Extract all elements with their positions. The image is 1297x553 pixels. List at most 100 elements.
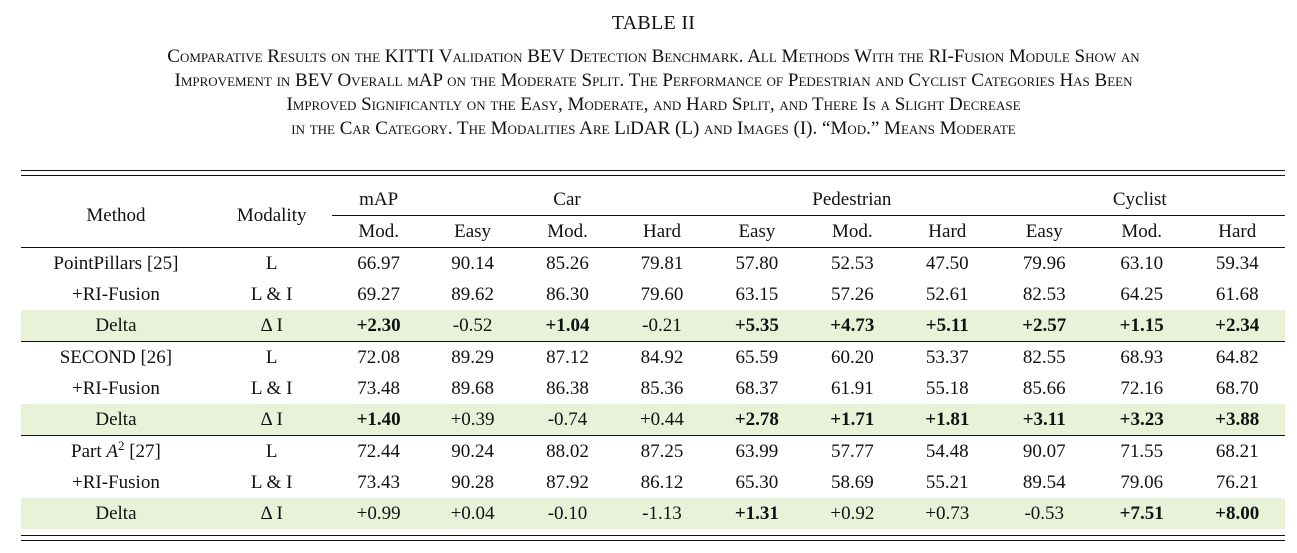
cell-value: 72.08 (357, 346, 401, 368)
cell-value: 79.81 (640, 252, 684, 274)
table-caption: Comparative Results on the KITTI Validat… (0, 45, 1297, 141)
bottom-rule-2 (21, 540, 1285, 541)
cell-value: +5.11 (900, 310, 995, 342)
cell-value: 57.80 (735, 252, 779, 274)
header-subcol: Easy (424, 215, 521, 248)
cell-value: 89.29 (451, 346, 494, 368)
header-subcol: Mod. (804, 215, 901, 248)
table-row-delta: Delta Δ I +2.30 -0.52 +1.04 -0.21 +5.35 +4.73 +5… (21, 310, 1285, 342)
cell-value: 55.21 (925, 471, 969, 493)
cell-value: 73.48 (357, 377, 401, 399)
cell-value: -0.74 (520, 404, 615, 436)
table-label: TABLE II (611, 12, 696, 34)
cell-modality: L (265, 346, 278, 368)
header-group-map: mAP (332, 184, 425, 216)
cell-value: +5.35 (709, 310, 805, 342)
cell-value: +0.73 (900, 498, 995, 529)
cell-value: 90.28 (451, 471, 494, 493)
cell-value: 47.50 (925, 252, 969, 274)
top-rule-2 (21, 175, 1285, 176)
cell-method: +RI-Fusion (72, 471, 160, 493)
cell-value: 64.25 (1120, 283, 1164, 305)
table-row-delta: Delta Δ I +0.99 +0.04 -0.10 -1.13 +1.31 +0.92 +0… (21, 498, 1285, 529)
cell-value: 53.37 (925, 346, 969, 368)
cell-value: 90.24 (451, 440, 494, 462)
cell-value: 89.68 (451, 377, 494, 399)
table-row: SECOND [26] L 72.08 89.29 87.12 84.92 65.59 60.… (21, 342, 1285, 374)
table-row-delta: Delta Δ I +1.40 +0.39 -0.74 +0.44 +2.78 +1.71 +1… (21, 404, 1285, 436)
cell-value: 61.91 (830, 377, 874, 399)
cell-value: +7.51 (1093, 498, 1190, 529)
table-row: PointPillars [25] L 66.97 90.14 85.26 79.81 57… (21, 248, 1285, 280)
cell-value: 85.26 (546, 252, 589, 274)
table-row: Part A2 [27] L 72.44 90.24 88.02 87.25 63.99 57… (21, 436, 1285, 468)
cell-method: +RI-Fusion (72, 377, 160, 399)
cell-value: 90.07 (1022, 440, 1066, 462)
cell-value: 69.27 (357, 283, 401, 305)
cell-value: 57.77 (830, 440, 874, 462)
table-row: +RI-Fusion L & I 73.43 90.28 87.92 86.12 65.30… (21, 467, 1285, 498)
cell-value: +1.81 (900, 404, 995, 436)
cell-value: 60.20 (830, 346, 874, 368)
cell-value: 86.30 (546, 283, 589, 305)
cell-value: +0.92 (804, 498, 901, 529)
table-row: +RI-Fusion L & I 73.48 89.68 86.38 85.36 68.37… (21, 373, 1285, 404)
cell-value: 65.59 (735, 346, 779, 368)
table-row: +RI-Fusion L & I 69.27 89.62 86.30 79.60 63.15… (21, 279, 1285, 310)
cell-value: 63.15 (735, 283, 779, 305)
header-modality: Modality (210, 184, 333, 248)
cell-value: 63.10 (1120, 252, 1164, 274)
cell-method: Part A2 [27] (71, 437, 161, 462)
cell-modality: Δ I (210, 498, 333, 529)
cell-value: +2.78 (709, 404, 805, 436)
cell-value: +1.40 (332, 404, 425, 436)
cell-value: 90.14 (451, 252, 494, 274)
cell-modality: L & I (250, 283, 293, 305)
cell-value: 89.62 (451, 283, 494, 305)
header-subcol: Mod. (520, 215, 615, 248)
cell-value: 72.16 (1120, 377, 1164, 399)
cell-value: 87.12 (546, 346, 589, 368)
cell-value: 54.48 (925, 440, 969, 462)
caption-line: Improvement in BEV Overall mAP on the Mo… (174, 70, 1133, 91)
cell-modality: L (265, 440, 278, 462)
header-group-car: Car (424, 184, 710, 216)
cell-value: 73.43 (357, 471, 401, 493)
cell-method: Delta (21, 498, 211, 529)
cell-value: +3.88 (1189, 404, 1285, 436)
cell-method: Delta (21, 404, 211, 436)
caption-line: in the Car Category. The Modalities Are … (291, 118, 1016, 139)
cell-value: 82.55 (1022, 346, 1066, 368)
header-group-pedestrian: Pedestrian (709, 184, 995, 216)
cell-modality: L & I (250, 377, 293, 399)
cell-value: 82.53 (1022, 283, 1066, 305)
cell-value: 58.69 (830, 471, 874, 493)
cell-value: +4.73 (804, 310, 901, 342)
top-rule (21, 170, 1285, 171)
cell-modality: L & I (250, 471, 293, 493)
cell-value: +3.11 (994, 404, 1094, 436)
header-subcol: Easy (709, 215, 805, 248)
cell-value: 89.54 (1022, 471, 1066, 493)
cell-value: -0.10 (520, 498, 615, 529)
cell-value: 88.02 (546, 440, 589, 462)
cell-value: -1.13 (614, 498, 710, 529)
cell-value: 68.93 (1120, 346, 1164, 368)
header-subcol: Easy (994, 215, 1094, 248)
cell-value: +0.39 (424, 404, 521, 436)
cell-value: +3.23 (1093, 404, 1190, 436)
cell-value: 86.38 (546, 377, 589, 399)
cell-value: 64.82 (1215, 346, 1259, 368)
cell-value: 61.68 (1215, 283, 1259, 305)
cell-value: 55.18 (925, 377, 969, 399)
header-subcol: Hard (1189, 215, 1285, 248)
cell-value: 66.97 (357, 252, 401, 274)
cell-value: +2.57 (994, 310, 1094, 342)
header-subcol: Hard (614, 215, 710, 248)
cell-value: 76.21 (1215, 471, 1259, 493)
table-header: Method Modality mAP Car Pedestrian Cycli… (21, 184, 1285, 248)
cell-value: 85.66 (1022, 377, 1066, 399)
cell-method: SECOND [26] (59, 346, 173, 368)
caption-line: Improved Significantly on the Easy, Mode… (286, 94, 1021, 115)
cell-value: +2.34 (1189, 310, 1285, 342)
